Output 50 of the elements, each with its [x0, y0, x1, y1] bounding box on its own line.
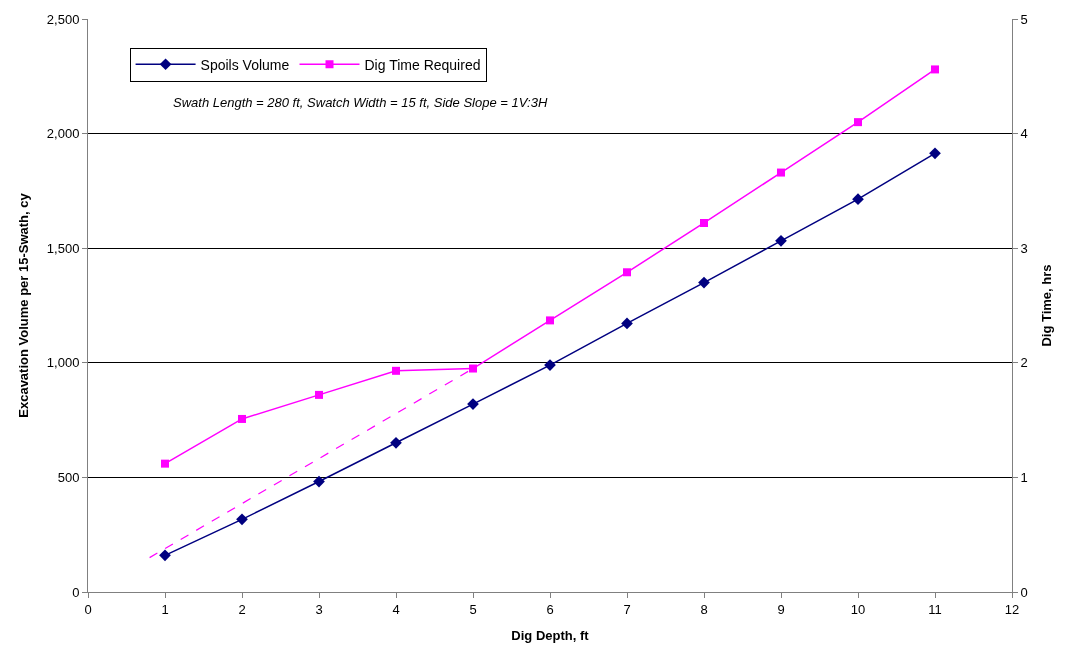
- point: [775, 235, 787, 247]
- x-tick-label: 8: [700, 601, 708, 617]
- point: [700, 218, 708, 227]
- y-tick-label: 1,500: [46, 240, 80, 256]
- x-tick-label: 10: [850, 601, 866, 617]
- y-axis-title: Excavation Volume per 15-Swath, cy: [15, 192, 31, 418]
- point: [698, 276, 710, 289]
- y2-tick-label: 3: [1020, 240, 1028, 256]
- point: [621, 317, 633, 330]
- x-tick-label: 0: [84, 601, 92, 617]
- point: [546, 316, 554, 325]
- y2-tick-label: 4: [1020, 126, 1028, 142]
- x-tick-label: 4: [392, 601, 400, 617]
- legend-label: Dig Time Required: [364, 56, 481, 73]
- x-tick-label: 6: [546, 601, 554, 617]
- x-tick-label: 3: [315, 601, 323, 617]
- y2-tick-label: 5: [1020, 11, 1028, 27]
- y-tick-label: 500: [57, 469, 80, 485]
- y2-tick-label: 0: [1020, 584, 1028, 600]
- point: [931, 65, 939, 74]
- legend-label: Spoils Volume: [200, 56, 290, 73]
- x-tick-label: 1: [161, 601, 169, 617]
- y-tick-label: 2,500: [46, 11, 80, 27]
- point: [392, 366, 400, 375]
- x-tick-label: 12: [1004, 601, 1020, 617]
- point: [469, 364, 477, 373]
- point: [161, 459, 169, 468]
- point: [315, 390, 323, 399]
- point: [390, 436, 402, 449]
- x-tick-label: 2: [238, 601, 246, 617]
- x-tick-label: 11: [928, 601, 942, 617]
- y-tick-label: 2,000: [46, 126, 80, 142]
- y-tick-label: 0: [72, 584, 80, 600]
- point: [236, 513, 248, 526]
- y2-tick-label: 2: [1020, 355, 1028, 371]
- x-tick-label: 7: [623, 601, 631, 617]
- y2-tick-label: 1: [1020, 469, 1028, 485]
- x-tick-label: 5: [469, 601, 477, 617]
- point: [777, 168, 785, 177]
- point: [929, 147, 941, 160]
- y-tick-label: 1,000: [46, 355, 80, 371]
- y2-axis-title: Dig Time, hrs: [1039, 264, 1055, 347]
- point: [854, 118, 862, 127]
- point: [623, 268, 631, 277]
- x-axis-title: Dig Depth, ft: [511, 628, 590, 644]
- point: [313, 475, 325, 488]
- point: [159, 549, 171, 562]
- x-tick-label: 9: [777, 601, 785, 617]
- point: [238, 414, 246, 423]
- annotation: Swath Length = 280 ft, Swatch Width = 15 ft, Side Slope = 1V:3H: [173, 95, 548, 110]
